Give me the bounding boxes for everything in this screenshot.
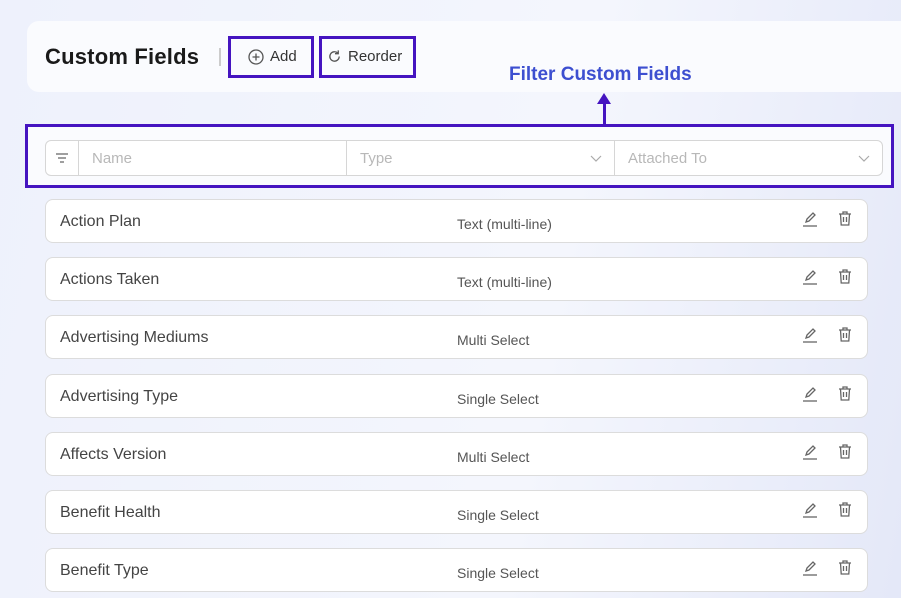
trash-icon[interactable]	[835, 442, 855, 462]
field-type: Single Select	[457, 507, 539, 523]
attached-placeholder: Attached To	[628, 149, 707, 167]
header-card	[27, 21, 901, 92]
filter-icon	[56, 153, 68, 163]
type-filter-select[interactable]: Type	[347, 141, 615, 175]
chevron-down-icon	[858, 155, 870, 162]
type-placeholder: Type	[360, 149, 393, 167]
reorder-label: Reorder	[348, 48, 403, 65]
custom-field-row: Action Plan Text (multi-line)	[45, 199, 868, 243]
trash-icon[interactable]	[835, 267, 855, 287]
field-name: Actions Taken	[60, 271, 160, 289]
trash-icon[interactable]	[835, 500, 855, 520]
edit-icon[interactable]	[800, 442, 820, 462]
trash-icon[interactable]	[835, 209, 855, 229]
field-type: Multi Select	[457, 332, 530, 349]
highlight-box-reorder	[319, 36, 416, 78]
field-name: Affects Version	[60, 445, 167, 463]
annotation-arrow	[603, 102, 606, 124]
custom-field-row: Benefit Type Single Select	[45, 548, 868, 593]
page-title: Custom Fields	[45, 44, 200, 69]
field-name: Advertising Mediums	[60, 329, 209, 347]
edit-icon[interactable]	[800, 325, 820, 345]
edit-icon[interactable]	[800, 558, 820, 578]
plus-circle-icon	[248, 48, 264, 65]
trash-icon[interactable]	[835, 384, 855, 404]
name-filter-input[interactable]: Name	[79, 141, 347, 175]
add-label: Add	[270, 48, 297, 65]
divider	[219, 48, 221, 66]
field-type: Multi Select	[457, 448, 530, 465]
edit-icon[interactable]	[800, 209, 820, 229]
edit-icon[interactable]	[800, 384, 820, 404]
reorder-button[interactable]: Reorder	[327, 48, 402, 65]
name-placeholder: Name	[92, 149, 133, 167]
custom-field-row: Benefit Health Single Select	[45, 490, 868, 534]
edit-icon[interactable]	[800, 267, 820, 287]
highlight-box-add	[228, 36, 314, 78]
refresh-icon	[329, 50, 340, 62]
annotation-arrow-head	[597, 93, 611, 104]
field-name: Action Plan	[60, 213, 141, 230]
filter-bar: Name Type Attached To	[45, 140, 883, 176]
custom-field-row: Affects Version Multi Select	[45, 431, 868, 476]
custom-field-row: Advertising Type Single Select	[45, 373, 868, 418]
attached-to-filter-select[interactable]: Attached To	[615, 141, 882, 175]
annotation-label: Filter Custom Fields	[509, 64, 692, 85]
field-type: Text (multi-line)	[457, 274, 552, 291]
trash-icon[interactable]	[835, 558, 855, 578]
filter-icon-button[interactable]	[46, 141, 79, 175]
field-name: Benefit Health	[60, 504, 161, 521]
field-type: Single Select	[457, 565, 539, 582]
chevron-down-icon	[590, 155, 602, 162]
field-name: Benefit Type	[60, 562, 149, 580]
field-name: Advertising Type	[60, 387, 178, 405]
field-type: Text (multi-line)	[457, 216, 552, 232]
add-button[interactable]: Add	[248, 48, 297, 65]
custom-field-row: Advertising Mediums Multi Select	[45, 315, 868, 360]
field-type: Single Select	[457, 390, 539, 407]
edit-icon[interactable]	[800, 500, 820, 520]
trash-icon[interactable]	[835, 325, 855, 345]
custom-field-row: Actions Taken Text (multi-line)	[45, 257, 868, 302]
